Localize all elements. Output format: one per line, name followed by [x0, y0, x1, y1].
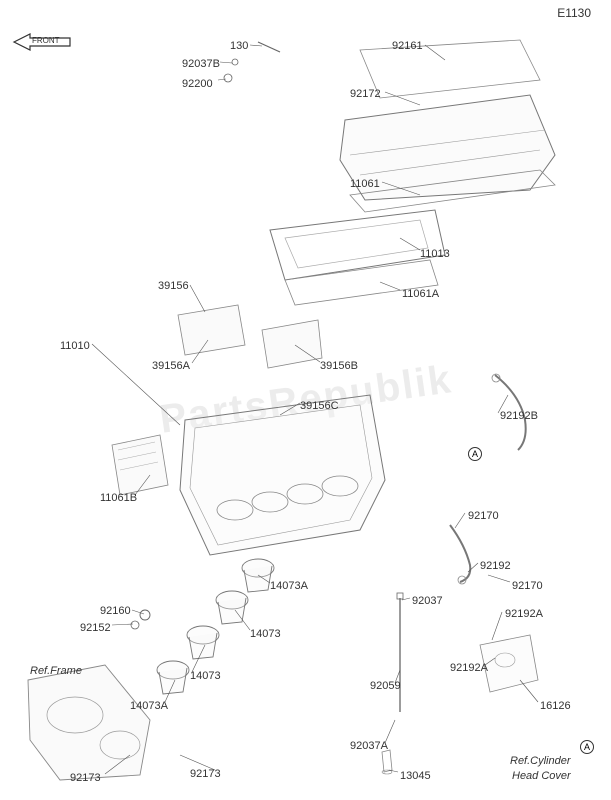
- part-label-92161: 92161: [392, 40, 423, 52]
- part-label-11061A: 11061A: [402, 288, 439, 300]
- ref-label-ref-frame: Ref.Frame: [30, 665, 82, 677]
- part-label-92037A: 92037A: [350, 740, 388, 752]
- part-label-130: 130: [230, 40, 248, 52]
- part-label-92192A_bot: 92192A: [450, 662, 488, 674]
- part-label-92173_1: 92173: [190, 768, 221, 780]
- part-label-92170_1: 92170: [468, 510, 499, 522]
- part-label-14073_1: 14073: [250, 628, 281, 640]
- part-label-16126: 16126: [540, 700, 571, 712]
- part-label-92059: 92059: [370, 680, 401, 692]
- part-label-39156: 39156: [158, 280, 189, 292]
- part-label-92173_2: 92173: [70, 772, 101, 784]
- circle-marker-A1: A: [468, 447, 482, 461]
- part-label-92200: 92200: [182, 78, 213, 90]
- ref-label-ref-cyl-2: Head Cover: [512, 770, 571, 782]
- part-label-92170_2: 92170: [512, 580, 543, 592]
- part-label-92160: 92160: [100, 605, 131, 617]
- part-label-14073A_2: 14073A: [130, 700, 168, 712]
- circle-marker-A2: A: [580, 740, 594, 754]
- part-label-92152: 92152: [80, 622, 111, 634]
- part-label-39156B: 39156B: [320, 360, 358, 372]
- part-label-13045: 13045: [400, 770, 431, 782]
- part-label-39156C: 39156C: [300, 400, 339, 412]
- ref-label-ref-cyl-1: Ref.Cylinder: [510, 755, 571, 767]
- part-label-39156A: 39156A: [152, 360, 190, 372]
- part-label-92192A_top: 92192A: [505, 608, 543, 620]
- part-label-11013: 11013: [420, 248, 450, 260]
- part-label-92037B: 92037B: [182, 58, 220, 70]
- part-label-14073_2: 14073: [190, 670, 221, 682]
- part-label-11061: 11061: [350, 178, 380, 190]
- part-label-92037: 92037: [412, 595, 443, 607]
- exploded-diagram: FRONT E1130 PartsRepublik: [0, 0, 611, 800]
- part-label-14073A_1: 14073A: [270, 580, 308, 592]
- part-label-92192: 92192: [480, 560, 511, 572]
- part-label-92172: 92172: [350, 88, 381, 100]
- part-label-92192B: 92192B: [500, 410, 538, 422]
- part-label-11010: 11010: [60, 340, 90, 352]
- part-label-11061B: 11061B: [100, 492, 137, 504]
